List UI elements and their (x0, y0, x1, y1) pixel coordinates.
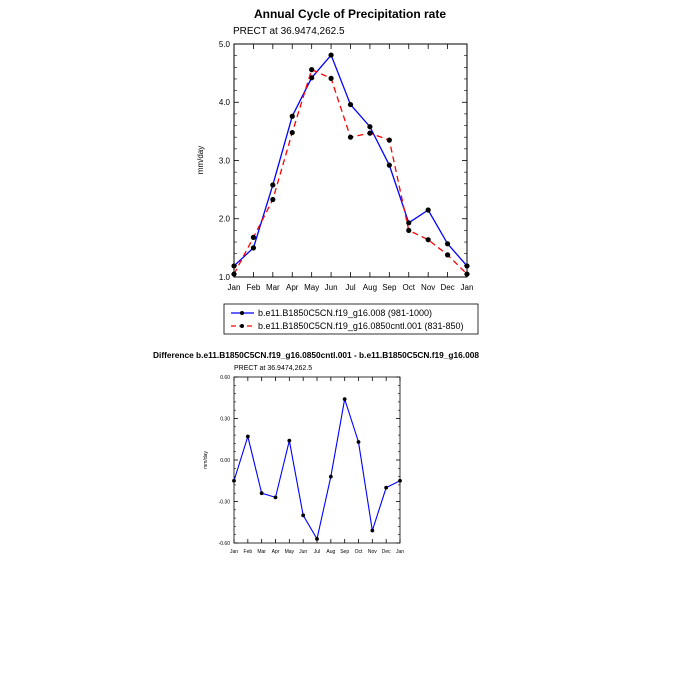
chart1-x-tick-label: Sep (382, 283, 397, 292)
chart2-series1-point (315, 536, 319, 541)
chart1-series-line-1 (233, 53, 468, 267)
chart1-series1-point (425, 207, 431, 213)
chart2-series1-point (273, 495, 278, 500)
chart1-series2-point (250, 234, 257, 240)
chart1-series2-point (289, 129, 295, 136)
chart1-series1-point (444, 241, 451, 247)
chart2-x-tick-label: May (285, 549, 295, 555)
chart2-y-tick-label: 0.60 (220, 375, 230, 381)
chart2-x-tick-label: Apr (272, 549, 280, 555)
chart2-plot-frame (233, 376, 401, 544)
chart1-x-tick-label: Feb (247, 283, 261, 292)
chart2-y-tick-label: 0.00 (220, 458, 230, 464)
chart2-series1-point (328, 474, 333, 479)
chart1-y-tick-label: 4.0 (219, 98, 231, 107)
chart1-series1-point (386, 162, 392, 168)
chart2-x-tick-label: Oct (355, 549, 363, 555)
chart2-subtitle: PRECT at 36.9474,262.5 (234, 365, 312, 372)
chart2-y-tick-label: 0.30 (220, 416, 230, 422)
chart1-series1-point (309, 75, 315, 81)
chart2-y-tick-label: -0.60 (219, 541, 231, 547)
chart1-series1-point (250, 245, 257, 251)
chart1-series1-point (347, 101, 354, 108)
chart1-x-tick-label: Oct (403, 283, 416, 292)
chart1-series2-point (309, 67, 315, 73)
chart1-ylabel: mm/day (196, 146, 205, 174)
legend-entry-series1: b.e11.B1850C5CN.f19_g16.008 (981-1000) (258, 308, 432, 318)
chart2-x-tick-label: Dec (382, 549, 391, 555)
chart2-series1-point (342, 397, 347, 402)
legend-marker-series1 (240, 311, 244, 315)
chart1-series2-point (231, 271, 237, 277)
chart2-series-line-1 (233, 398, 401, 541)
chart1-series2-point (444, 252, 451, 258)
chart2-series1-point (398, 478, 402, 483)
chart1-series2-point (386, 137, 392, 143)
chart1-series2-point (406, 227, 412, 233)
chart1-x-tick-label: Jan (461, 283, 474, 292)
chart1-series1-point (231, 263, 237, 269)
chart2-series1-point (384, 485, 389, 490)
chart1-x-tick-label: Jun (325, 283, 338, 292)
chart2-series1-point (232, 478, 236, 483)
chart2-series1-point (356, 440, 361, 444)
chart1-series1-point (270, 182, 276, 188)
chart1-title: Annual Cycle of Precipitation rate (254, 7, 446, 21)
chart1-series-line-2 (233, 68, 468, 275)
chart1-x-tick-label: Nov (421, 283, 435, 292)
chart2-series1-point (287, 438, 292, 443)
chart1-series2-point (425, 237, 431, 243)
chart1-series2-point (328, 75, 334, 81)
legend-marker-series2 (240, 324, 244, 328)
chart2-x-tick-label: Aug (326, 549, 335, 555)
chart1-y-tick-label: 1.0 (219, 273, 231, 282)
chart1-series2-point (270, 196, 276, 203)
chart1-series1-point (464, 263, 470, 269)
chart1-x-tick-label: Dec (440, 283, 454, 292)
legend-entry-series2: b.e11.B1850C5CN.f19_g16.0850cntl.001 (83… (258, 321, 463, 331)
chart2-x-tick-label: Sep (340, 549, 349, 555)
chart2-x-tick-label: Feb (244, 549, 253, 555)
chart1-series1-point (289, 113, 295, 119)
chart1-y-tick-label: 3.0 (219, 156, 231, 165)
chart2-series1-point (370, 528, 375, 533)
chart1-x-tick-label: Apr (286, 283, 299, 292)
chart2-series1-point (259, 491, 264, 496)
chart1-x-tick-label: Aug (363, 283, 377, 292)
chart2-x-tick-label: Jul (314, 549, 320, 555)
chart1-x-tick-label: May (304, 283, 319, 292)
chart2-x-tick-label: Mar (257, 549, 266, 555)
chart2-x-tick-label: Jun (299, 549, 307, 555)
chart1-y-tick-label: 5.0 (219, 40, 231, 49)
chart1-series2-point (464, 271, 470, 277)
chart2-ylabel: mm/day (203, 451, 209, 469)
chart1-x-tick-label: Mar (266, 283, 280, 292)
chart1-series1-point (406, 220, 412, 226)
chart2-y-tick-label: -0.30 (219, 499, 231, 505)
chart1-x-tick-label: Jan (228, 283, 241, 292)
chart1-series1-point (367, 124, 373, 130)
chart2-x-tick-label: Nov (368, 549, 377, 555)
chart2-x-tick-label: Jan (230, 549, 238, 555)
chart2-series1-point (245, 434, 250, 439)
chart1-subtitle: PRECT at 36.9474,262.5 (233, 26, 345, 37)
chart2-title: Difference b.e11.B1850C5CN.f19_g16.0850c… (153, 351, 480, 360)
chart1-y-tick-label: 2.0 (219, 215, 231, 224)
chart1-series2-point (347, 134, 354, 140)
legend-box (223, 303, 479, 335)
chart1-x-tick-label: Jul (345, 283, 355, 292)
chart1-series2-point (367, 130, 373, 136)
chart2-series1-point (301, 513, 306, 518)
chart2-x-tick-label: Jan (396, 549, 404, 555)
chart1-series1-point (328, 52, 334, 58)
